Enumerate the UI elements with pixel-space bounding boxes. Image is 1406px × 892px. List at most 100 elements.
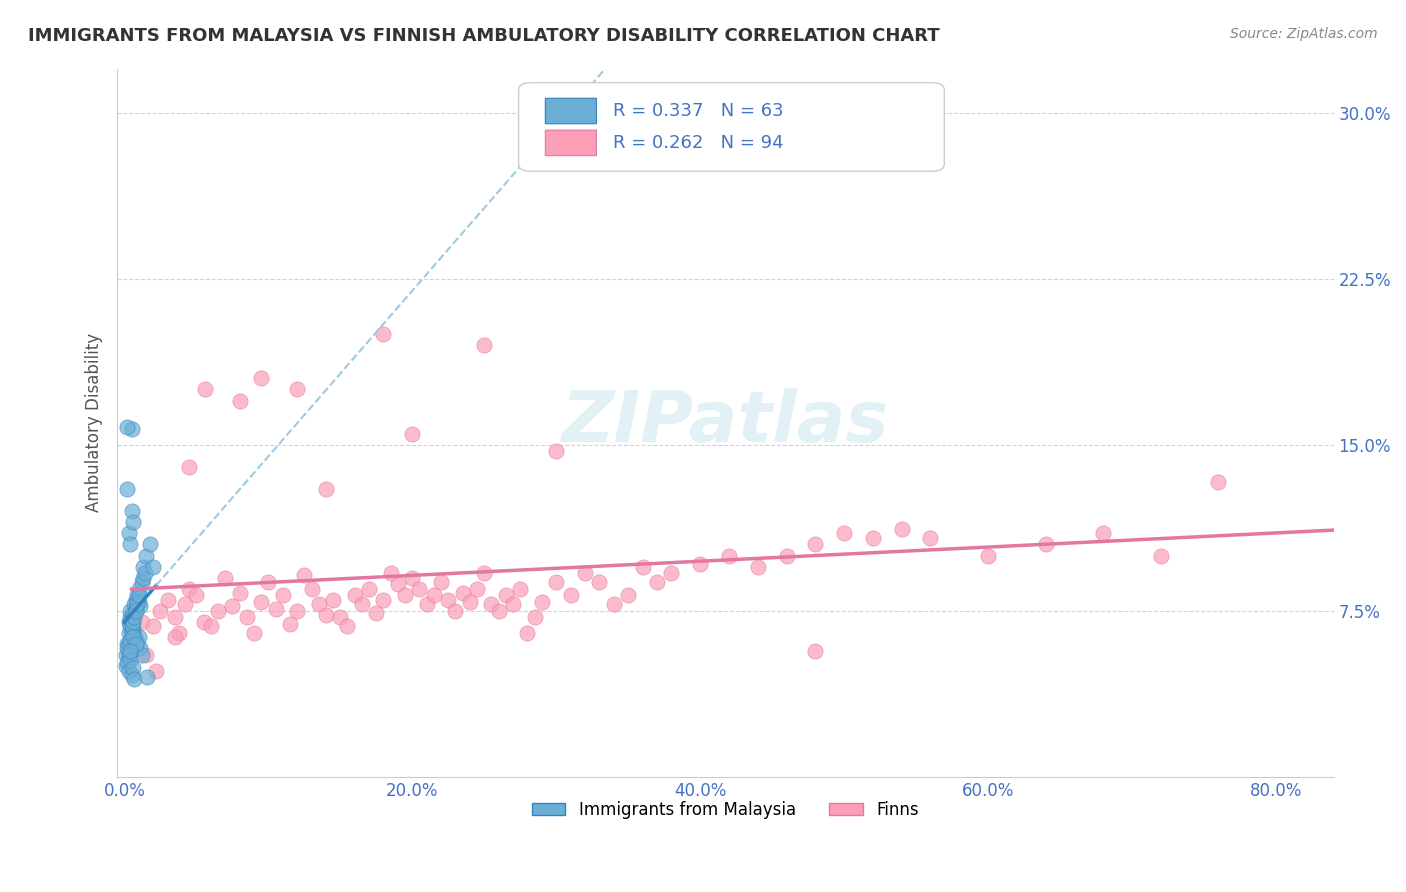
- Point: [125, 601, 148, 615]
- Point: [118, 615, 141, 629]
- Point: [359, 582, 381, 596]
- Point: [832, 526, 855, 541]
- Point: [179, 582, 201, 596]
- Point: [139, 537, 162, 551]
- Point: [315, 608, 337, 623]
- Point: [135, 549, 157, 563]
- Point: [509, 582, 531, 596]
- Point: [122, 631, 145, 645]
- Point: [124, 610, 146, 624]
- Point: [250, 371, 273, 385]
- Point: [118, 648, 141, 662]
- Point: [373, 592, 395, 607]
- Point: [401, 571, 423, 585]
- Point: [747, 559, 769, 574]
- Point: [127, 597, 149, 611]
- Text: R = 0.262   N = 94: R = 0.262 N = 94: [613, 134, 785, 152]
- Point: [322, 592, 344, 607]
- Point: [121, 626, 143, 640]
- Point: [173, 597, 195, 611]
- Point: [131, 648, 153, 662]
- Point: [120, 643, 142, 657]
- Point: [193, 615, 215, 629]
- Point: [145, 664, 167, 678]
- Point: [125, 592, 148, 607]
- Point: [200, 619, 222, 633]
- Point: [278, 617, 301, 632]
- FancyBboxPatch shape: [519, 83, 945, 171]
- Point: [122, 606, 145, 620]
- Point: [243, 626, 266, 640]
- Point: [488, 604, 510, 618]
- Point: [1092, 526, 1115, 541]
- Point: [502, 597, 524, 611]
- Point: [631, 559, 654, 574]
- Point: [118, 637, 141, 651]
- Point: [588, 575, 610, 590]
- Point: [862, 531, 884, 545]
- Point: [775, 549, 797, 563]
- Point: [292, 568, 315, 582]
- Point: [645, 575, 668, 590]
- Point: [350, 597, 373, 611]
- Point: [603, 597, 626, 611]
- Point: [235, 610, 257, 624]
- Point: [117, 420, 139, 434]
- Point: [228, 586, 250, 600]
- Point: [481, 597, 503, 611]
- Point: [125, 637, 148, 651]
- Point: [186, 588, 208, 602]
- Point: [458, 595, 481, 609]
- Point: [118, 664, 141, 678]
- Point: [122, 608, 145, 623]
- Point: [124, 673, 146, 687]
- Legend: Immigrants from Malaysia, Finns: Immigrants from Malaysia, Finns: [526, 794, 925, 825]
- Point: [129, 641, 152, 656]
- Point: [114, 648, 136, 662]
- Point: [401, 426, 423, 441]
- Point: [516, 626, 538, 640]
- Point: [179, 460, 201, 475]
- Point: [408, 582, 430, 596]
- Point: [120, 610, 142, 624]
- Point: [373, 327, 395, 342]
- Point: [136, 670, 159, 684]
- Point: [114, 659, 136, 673]
- Point: [122, 516, 145, 530]
- Point: [271, 588, 294, 602]
- Point: [530, 595, 553, 609]
- Point: [132, 559, 155, 574]
- Point: [131, 575, 153, 590]
- FancyBboxPatch shape: [546, 98, 596, 124]
- Text: ZIPatlas: ZIPatlas: [561, 388, 889, 458]
- Point: [451, 586, 474, 600]
- Point: [121, 613, 143, 627]
- Point: [717, 549, 740, 563]
- Point: [122, 661, 145, 675]
- Point: [437, 592, 460, 607]
- Point: [250, 595, 273, 609]
- Point: [120, 537, 142, 551]
- Point: [920, 531, 942, 545]
- Point: [131, 615, 153, 629]
- Point: [366, 606, 388, 620]
- FancyBboxPatch shape: [546, 130, 596, 155]
- Point: [156, 592, 179, 607]
- Point: [343, 588, 366, 602]
- Point: [117, 482, 139, 496]
- Point: [1208, 475, 1230, 490]
- Point: [430, 575, 453, 590]
- Point: [125, 604, 148, 618]
- Point: [121, 422, 143, 436]
- Point: [495, 588, 517, 602]
- Point: [118, 526, 141, 541]
- Point: [264, 601, 287, 615]
- Point: [121, 504, 143, 518]
- Point: [124, 597, 146, 611]
- Point: [804, 643, 827, 657]
- Text: R = 0.337   N = 63: R = 0.337 N = 63: [613, 102, 785, 120]
- Y-axis label: Ambulatory Disability: Ambulatory Disability: [86, 333, 103, 512]
- Point: [128, 588, 150, 602]
- Point: [336, 619, 359, 633]
- Point: [315, 482, 337, 496]
